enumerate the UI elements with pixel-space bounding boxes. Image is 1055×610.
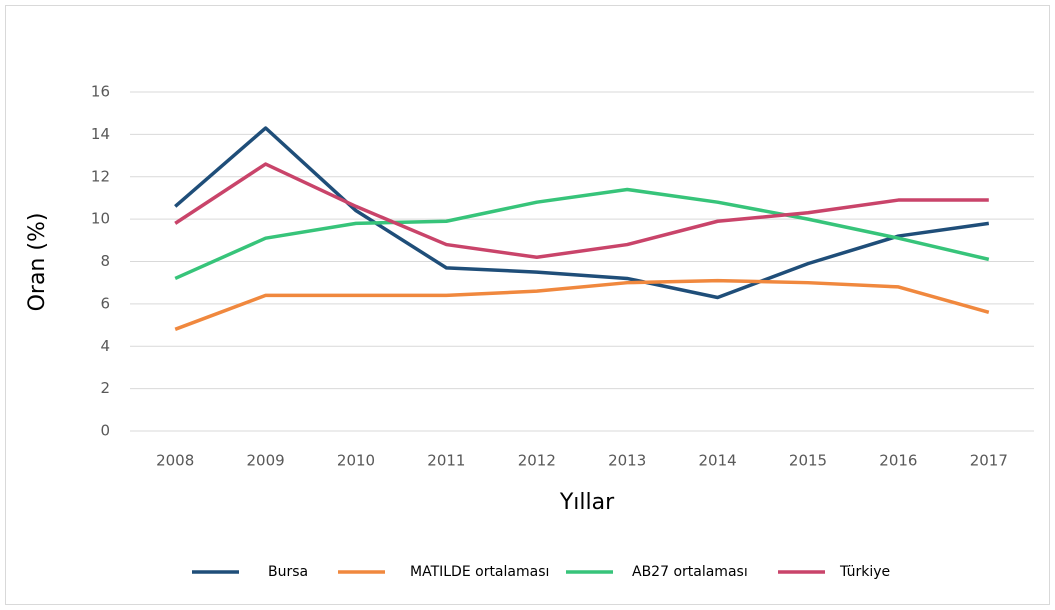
y-tick-label: 10 <box>91 210 110 228</box>
x-tick-label: 2016 <box>879 452 917 470</box>
data-line <box>174 187 990 281</box>
y-tick-label: 4 <box>100 337 110 355</box>
x-tick-label: 2008 <box>156 452 194 470</box>
chart-frame <box>5 5 1050 605</box>
y-tick-label: 16 <box>91 83 110 101</box>
x-tick-label: 2011 <box>427 452 465 470</box>
y-tick-label: 6 <box>100 294 110 312</box>
x-tick-label: 2009 <box>247 452 285 470</box>
legend-label: AB27 ortalaması <box>632 564 748 580</box>
legend-label: Bursa <box>268 564 308 580</box>
y-tick-label: 14 <box>91 125 110 143</box>
x-tick-label: 2017 <box>970 452 1008 470</box>
y-axis-title: Oran (%) <box>25 213 50 312</box>
y-tick-label: 12 <box>91 167 110 185</box>
x-tick-label: 2015 <box>789 452 827 470</box>
x-tick-label: 2013 <box>608 452 646 470</box>
data-line <box>174 162 989 260</box>
legend-label: Türkiye <box>839 564 890 580</box>
legend-label: MATILDE ortalaması <box>410 564 549 580</box>
y-tick-label: 8 <box>100 252 110 270</box>
x-tick-label: 2010 <box>337 452 375 470</box>
y-tick-label: 2 <box>100 379 110 397</box>
x-axis-title: Yıllar <box>559 490 615 515</box>
y-tick-label: 0 <box>100 422 110 440</box>
data-line <box>174 278 990 331</box>
x-tick-label: 2012 <box>518 452 556 470</box>
data-line <box>174 126 990 300</box>
x-tick-label: 2014 <box>699 452 737 470</box>
